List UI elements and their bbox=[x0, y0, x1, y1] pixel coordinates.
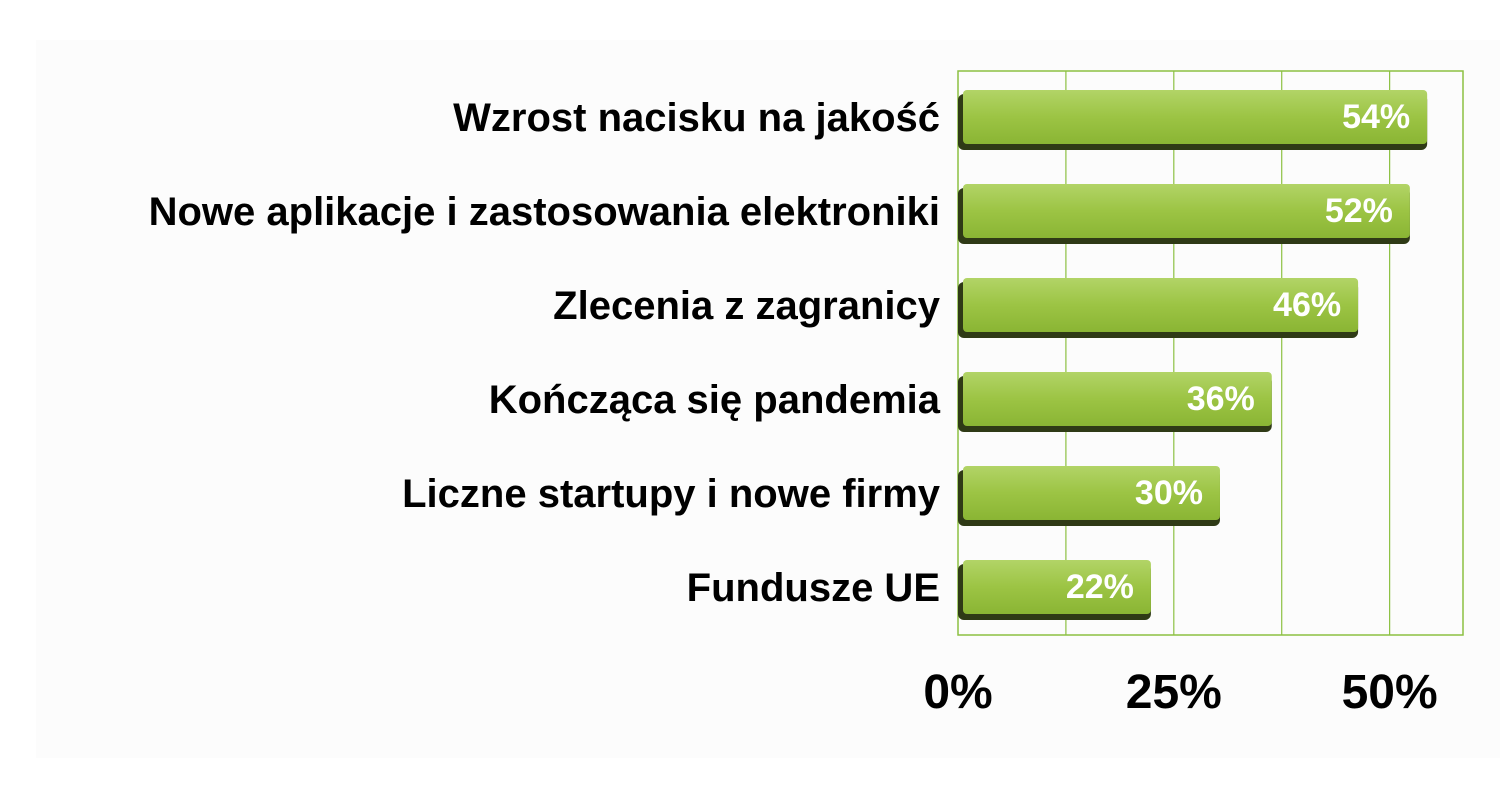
bar-value-label: 22% bbox=[1066, 568, 1134, 606]
bar bbox=[963, 184, 1410, 238]
bar-value-label: 52% bbox=[1325, 192, 1393, 230]
x-tick-label: 0% bbox=[923, 666, 992, 719]
bar-value-label: 30% bbox=[1135, 474, 1203, 512]
category-label: Wzrost nacisku na jakość bbox=[453, 96, 940, 140]
category-label: Liczne startupy i nowe firmy bbox=[402, 472, 941, 516]
bar-group: 36% bbox=[958, 372, 1272, 432]
x-tick-label: 25% bbox=[1126, 666, 1222, 719]
bar-group: 54% bbox=[958, 90, 1428, 150]
category-label: Fundusze UE bbox=[687, 566, 940, 610]
bar-group: 30% bbox=[958, 466, 1220, 526]
plot-area-frame bbox=[957, 70, 1464, 636]
x-tick-label: 50% bbox=[1342, 666, 1438, 719]
category-label: Nowe aplikacje i zastosowania elektronik… bbox=[149, 190, 940, 234]
bar bbox=[963, 372, 1272, 426]
bar bbox=[963, 90, 1428, 144]
bar-value-label: 54% bbox=[1342, 98, 1410, 136]
bar bbox=[963, 560, 1151, 614]
category-label: Kończąca się pandemia bbox=[489, 378, 941, 422]
category-label: Zlecenia z zagranicy bbox=[553, 284, 941, 328]
bar bbox=[963, 466, 1220, 520]
bar-group: 46% bbox=[958, 278, 1359, 338]
bar-group: 52% bbox=[958, 184, 1410, 244]
bar bbox=[963, 278, 1359, 332]
bar-group: 22% bbox=[958, 560, 1151, 620]
bar-value-label: 46% bbox=[1273, 286, 1341, 324]
bar-value-label: 36% bbox=[1187, 380, 1255, 418]
